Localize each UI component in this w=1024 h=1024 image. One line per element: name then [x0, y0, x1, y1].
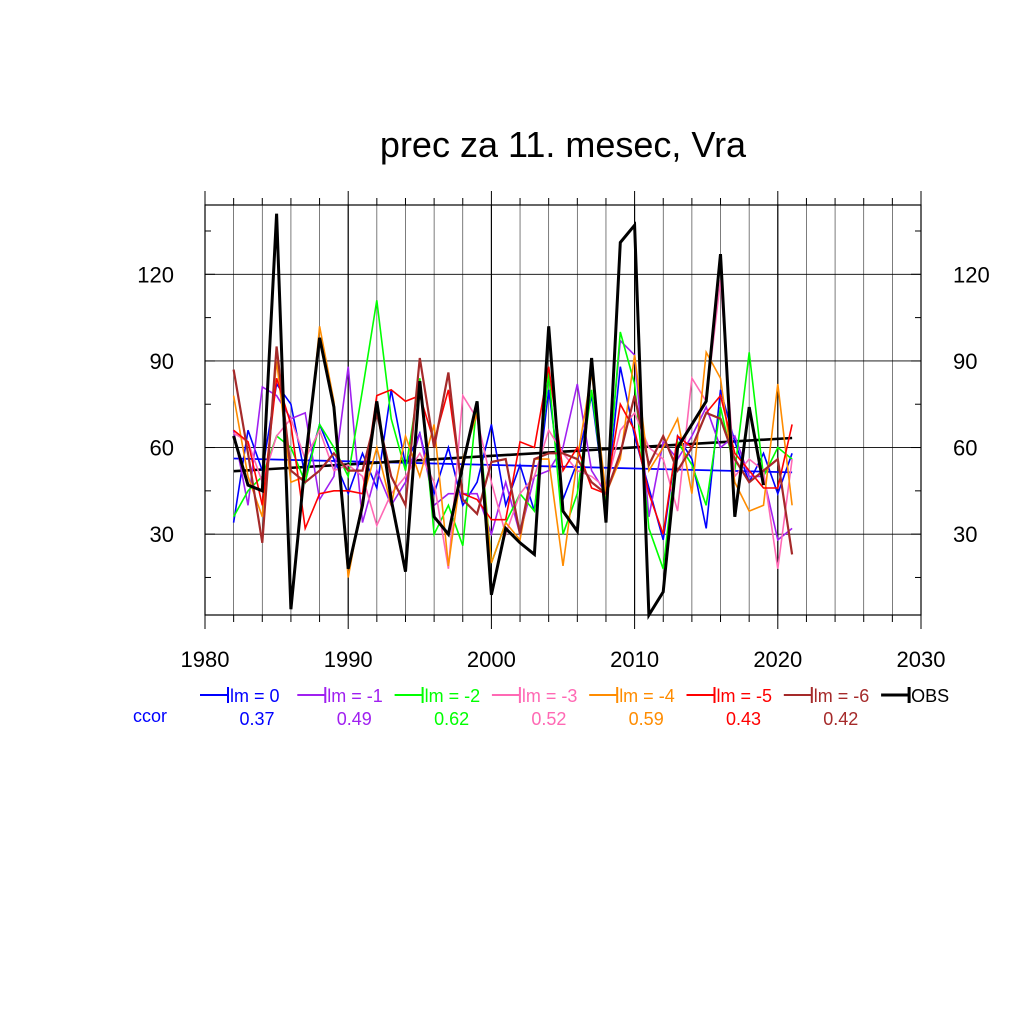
ccor-value: 0.59	[629, 709, 664, 729]
legend-label: lm = -3	[522, 686, 578, 706]
series-line	[233, 280, 793, 569]
y-tick-label: 30	[150, 522, 174, 547]
y-tick-label: 120	[137, 262, 174, 287]
x-tick-label: 2010	[610, 647, 659, 672]
x-tick-label: 2000	[467, 647, 516, 672]
y-tick-label-right: 90	[953, 349, 977, 374]
y-tick-label-right: 60	[953, 436, 977, 461]
legend-label: lm = -5	[717, 686, 773, 706]
tick-labels: 1980 1990 2000 2010 2020 2030 30 30 60 60 90 90 120 1…	[137, 262, 989, 672]
legend-label: lm = -4	[619, 686, 675, 706]
legend-label: lm = -1	[327, 686, 383, 706]
x-tick-label: 2020	[753, 647, 802, 672]
y-tick-label-right: 30	[953, 522, 977, 547]
y-tick-label: 90	[150, 349, 174, 374]
series-line	[232, 346, 794, 555]
ccor-value: 0.37	[239, 709, 274, 729]
legend-label: lm = -2	[425, 686, 481, 706]
ccor-value: 0.49	[337, 709, 372, 729]
x-tick-label: 2030	[897, 647, 946, 672]
plot-border	[204, 204, 922, 616]
ccor-value: 0.42	[823, 709, 858, 729]
ccor-value: 0.52	[531, 709, 566, 729]
ccor-value: 0.43	[726, 709, 761, 729]
series-line	[232, 326, 793, 578]
x-tick-label: 1990	[324, 647, 373, 672]
legend-label: lm = 0	[230, 686, 280, 706]
ccor-value: 0.62	[434, 709, 469, 729]
legend: lm = 0 lm = -1 lm = -2 lm = -3 lm = -4 lm = -…	[133, 686, 949, 729]
plot-frame	[204, 191, 922, 629]
series-line	[232, 213, 765, 620]
y-tick-label: 60	[150, 436, 174, 461]
chart-title: prec za 11. mesec, Vra	[380, 124, 747, 165]
y-tick-label-right: 120	[953, 262, 990, 287]
series-line	[232, 300, 793, 570]
ccor-label: ccor	[133, 706, 167, 726]
grid	[205, 205, 921, 615]
series-lines	[232, 213, 794, 620]
x-tick-label: 1980	[181, 647, 230, 672]
legend-label: lm = -6	[814, 686, 870, 706]
legend-label: OBS	[911, 686, 949, 706]
trend-line	[233, 436, 793, 473]
